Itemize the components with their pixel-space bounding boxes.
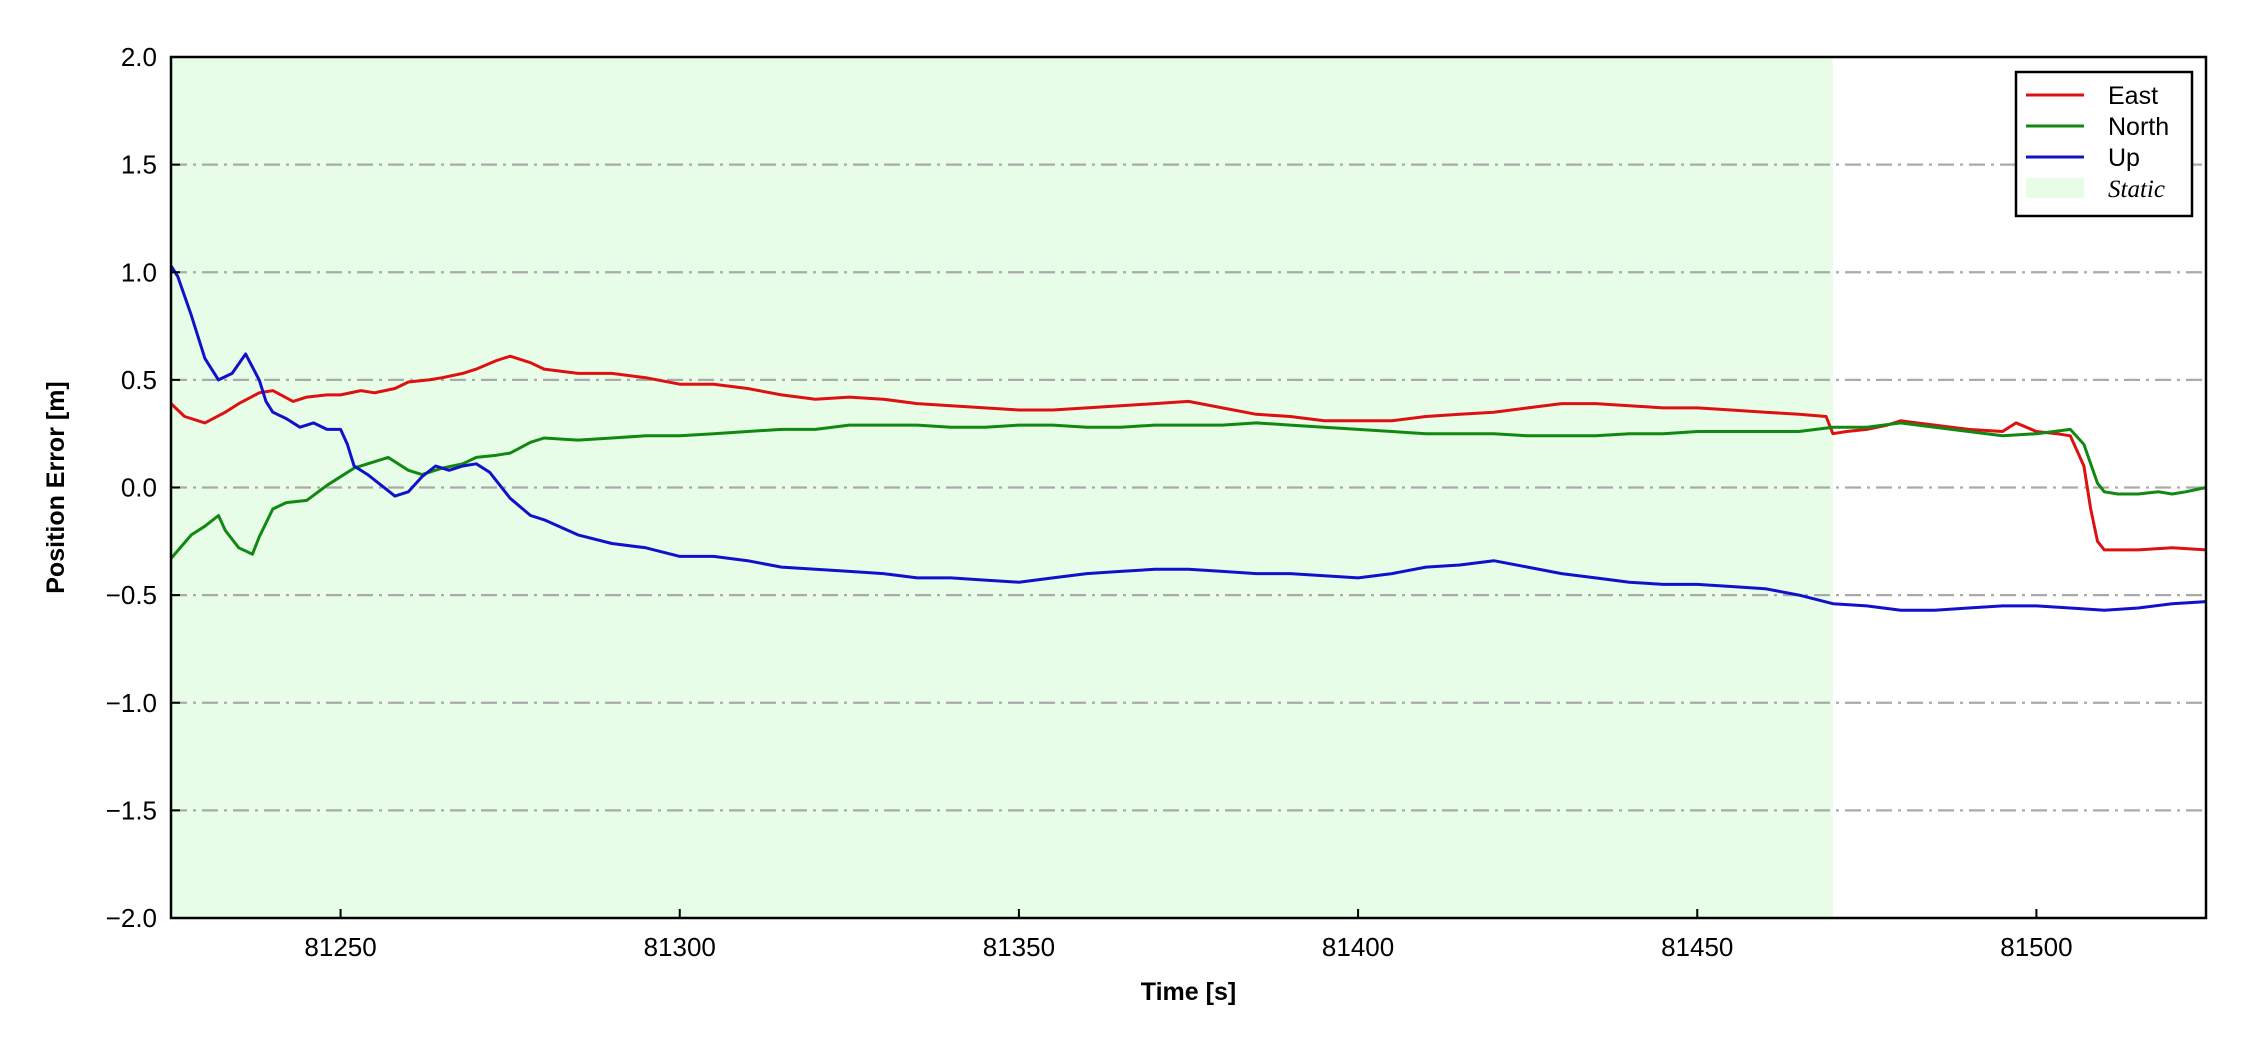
y-tick-label: 0.0 <box>121 473 157 503</box>
y-tick-label: −0.5 <box>106 580 157 610</box>
legend-label-static: Static <box>2108 176 2165 203</box>
y-tick-label: −1.5 <box>106 795 157 825</box>
legend-label-east: East <box>2108 82 2158 110</box>
series-line-up <box>169 265 2207 612</box>
y-axis-title: Position Error [m] <box>42 381 70 594</box>
axis-ticks: −2.0 −1.5 −1.0 −0.5 0.0 0.5 1.0 1.5 2.0 81250 8130… <box>106 42 2073 962</box>
y-tick-label: 2.0 <box>121 42 157 72</box>
y-tick-label: 0.5 <box>121 365 157 395</box>
legend-swatch-static <box>2026 178 2084 198</box>
x-tick-label: 81450 <box>1661 932 1733 962</box>
legend: East North Up Static <box>2014 70 2194 218</box>
y-tick-label: 1.0 <box>121 257 157 287</box>
y-tick-label: −1.0 <box>106 688 157 718</box>
x-tick-label: 81400 <box>1322 932 1394 962</box>
x-tick-label: 81250 <box>304 932 376 962</box>
x-tick-label: 81350 <box>983 932 1055 962</box>
y-tick-label: −2.0 <box>106 903 157 933</box>
series-line-north <box>169 421 2207 560</box>
legend-label-up: Up <box>2108 144 2140 172</box>
x-axis-title: Time [s] <box>1141 978 1236 1006</box>
y-tick-label: 1.5 <box>121 150 157 180</box>
x-tick-label: 81500 <box>2000 932 2072 962</box>
series-line-east <box>169 354 2207 552</box>
series-lines <box>169 265 2207 612</box>
legend-label-north: North <box>2108 113 2169 141</box>
x-tick-label: 81300 <box>644 932 716 962</box>
